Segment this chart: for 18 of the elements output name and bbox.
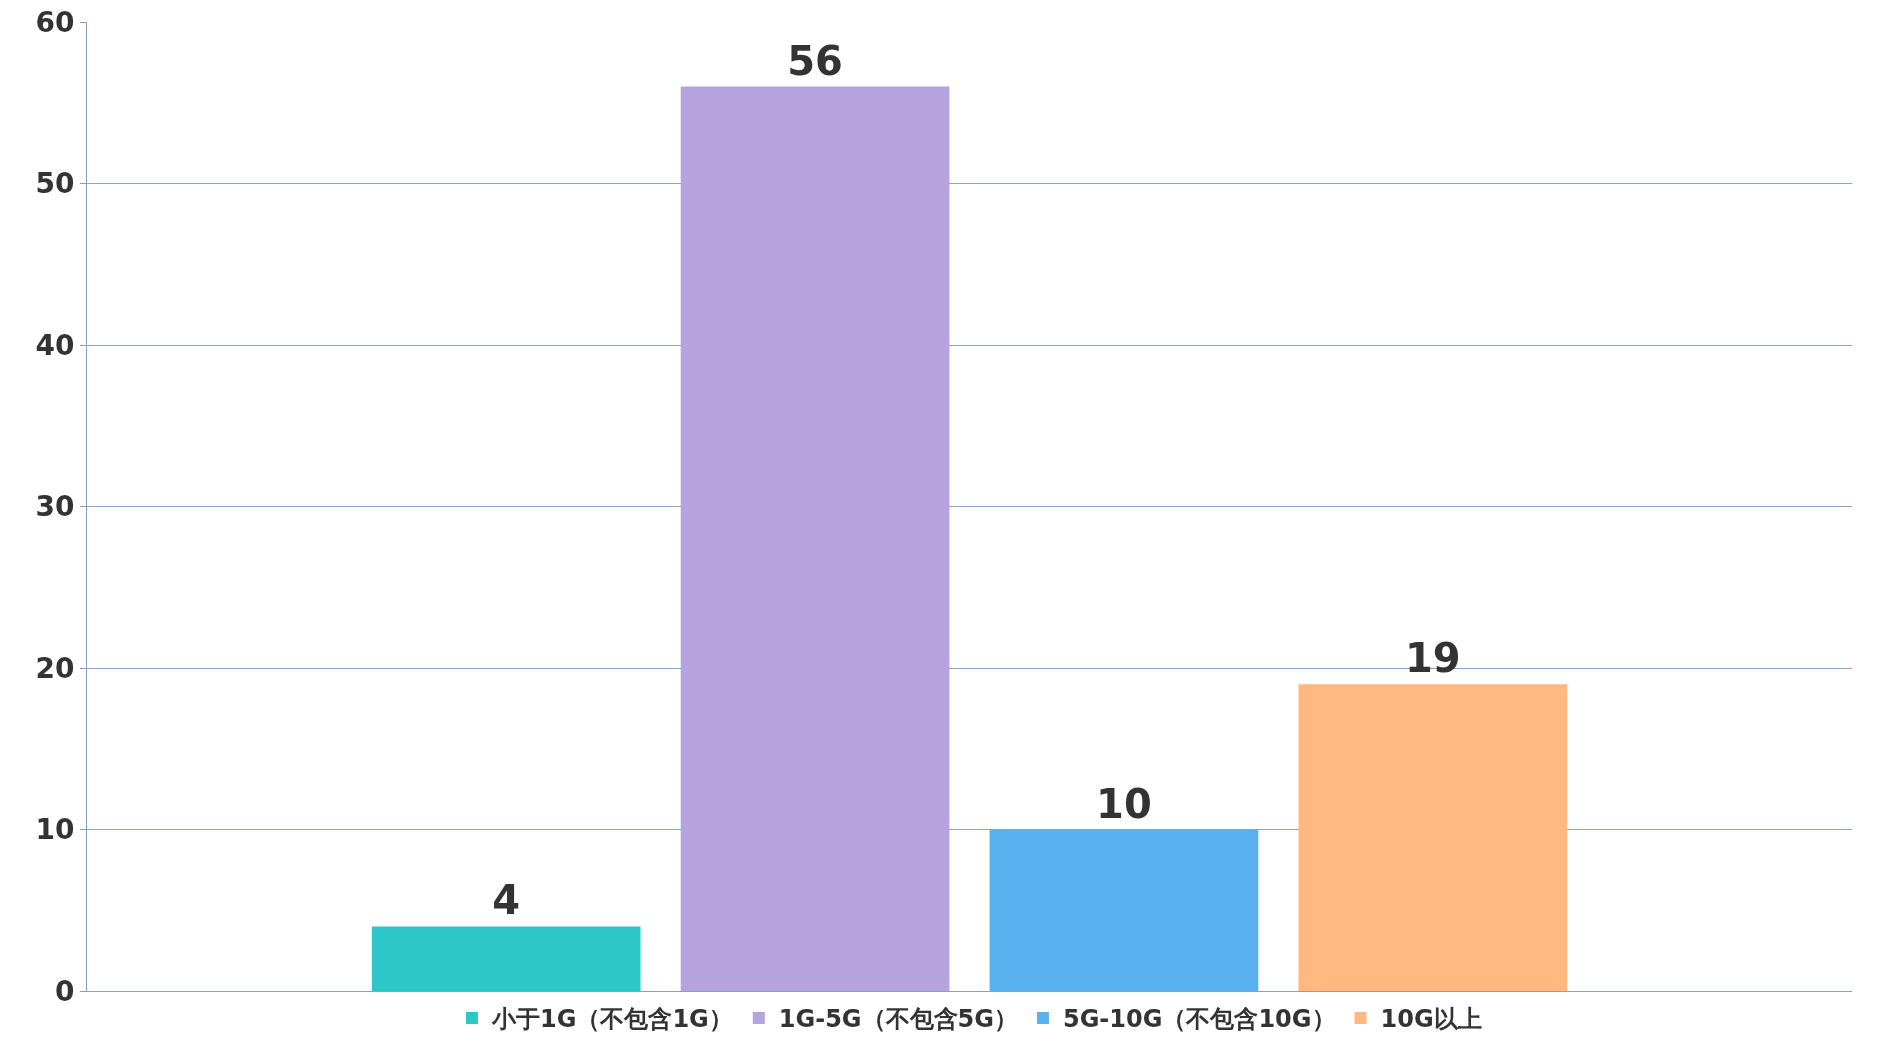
- bar: [989, 829, 1259, 991]
- y-tick-label: 50: [35, 167, 75, 201]
- y-tick-label: 30: [35, 490, 75, 524]
- legend-label: 5G-10G（不包含10G）: [1062, 1005, 1336, 1034]
- y-tick-label: 0: [54, 974, 75, 1008]
- bar: [371, 926, 641, 991]
- legend-label: 10G以上: [1380, 1005, 1482, 1034]
- data-label: 10: [1096, 780, 1152, 827]
- y-tick-label: 40: [35, 328, 75, 362]
- y-tick-label: 10: [35, 813, 75, 847]
- data-label: 56: [787, 37, 843, 84]
- bar: [1298, 684, 1568, 991]
- data-label: 4: [492, 877, 521, 924]
- bar: [680, 86, 950, 991]
- y-tick-label: 20: [35, 651, 75, 685]
- legend-label: 小于1G（不包含1G）: [491, 1005, 733, 1034]
- legend-label: 1G-5G（不包含5G）: [778, 1005, 1018, 1034]
- y-tick-label: 60: [35, 5, 75, 39]
